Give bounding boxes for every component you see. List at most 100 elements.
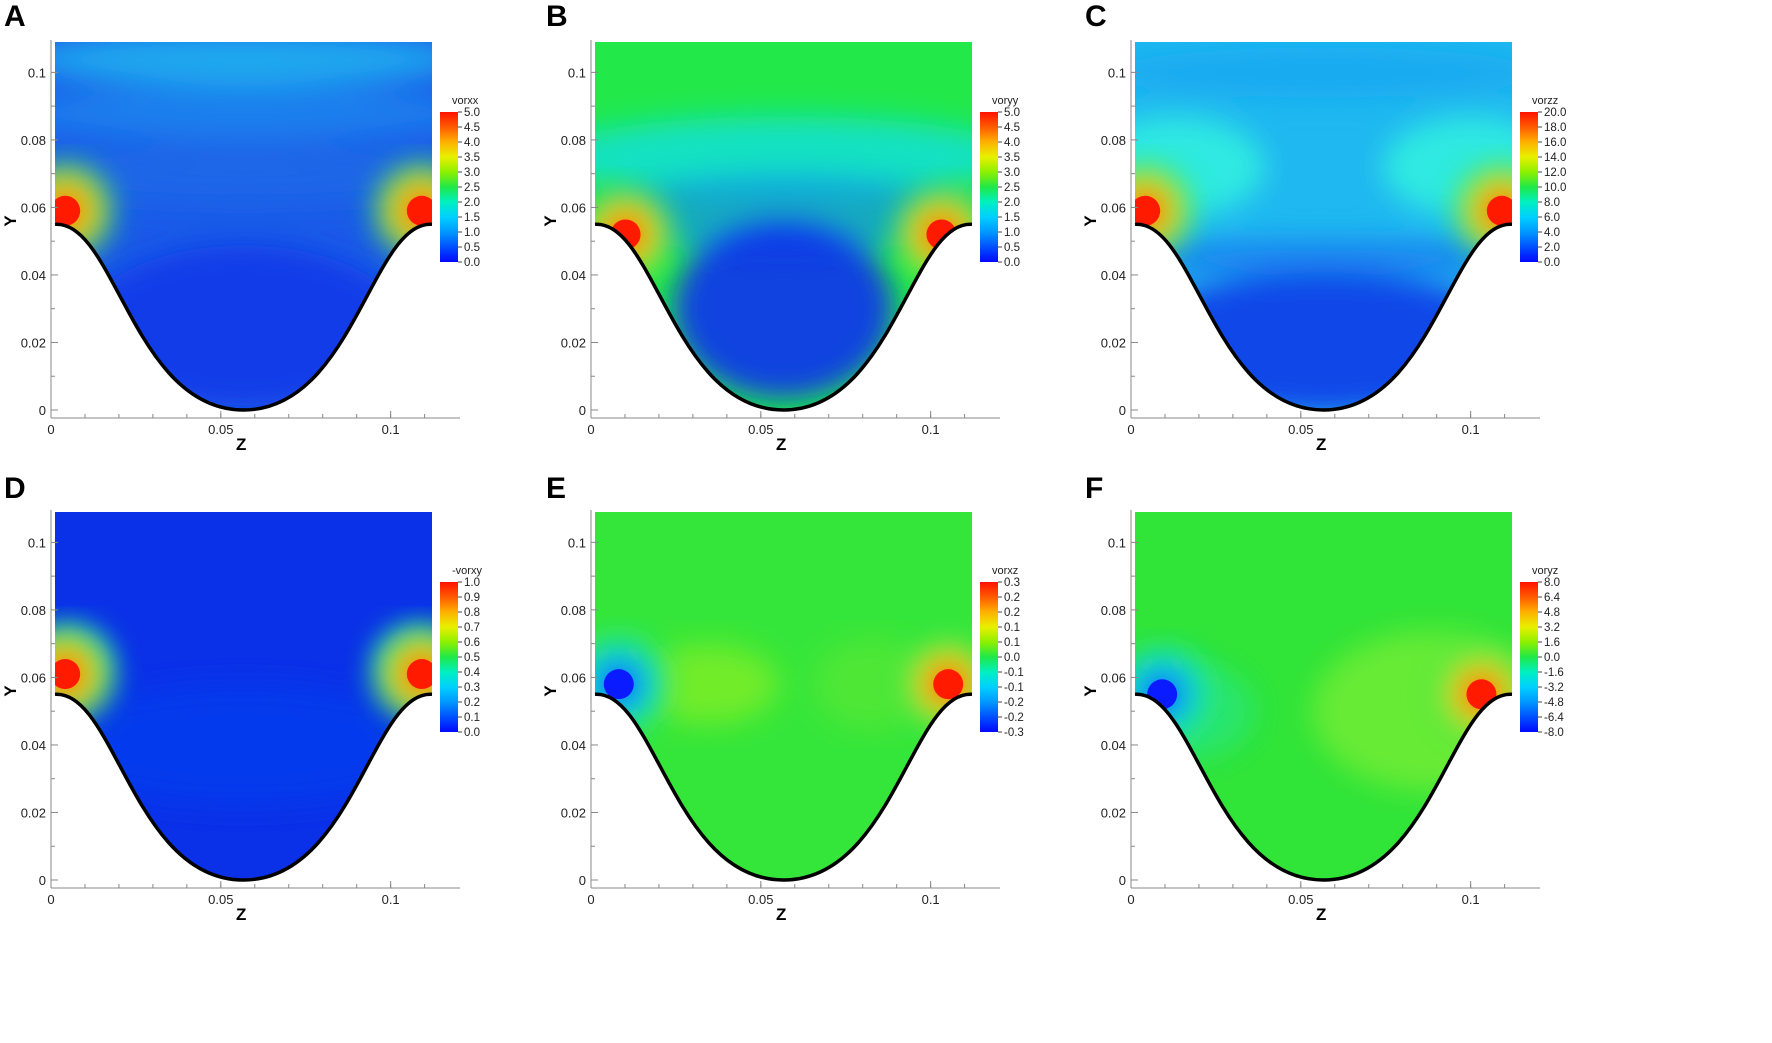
y-tick-label: 0: [39, 403, 46, 418]
y-tick-label: 0: [39, 873, 46, 888]
y-tick-label: 0.04: [21, 738, 46, 753]
x-tick-label: 0.05: [1288, 422, 1313, 437]
colorbar-tick-label: 3.5: [1004, 152, 1020, 164]
y-tick-label: 0.04: [1101, 738, 1126, 753]
hotspot-core-2: [933, 669, 964, 700]
colorbar-tick-label: 16.0: [1544, 137, 1566, 149]
y-tick-label: 0.08: [561, 133, 586, 148]
colorbar-tick-label: 2.0: [1544, 242, 1560, 254]
y-tick-label: 0.04: [561, 268, 586, 283]
colorbar-tick-label: 3.5: [464, 152, 480, 164]
colorbar: [1520, 582, 1538, 732]
hotspot-core-2: [406, 195, 432, 226]
y-tick-label: 0.02: [561, 335, 586, 350]
contour-field: [55, 512, 432, 880]
x-axis-title: Z: [1316, 435, 1326, 454]
colorbar-tick-label: 0.0: [1544, 257, 1560, 269]
x-tick-label: 0.05: [748, 422, 773, 437]
hotspot-core-2: [1466, 679, 1497, 710]
colorbar-tick-label: 0.2: [1004, 607, 1020, 619]
y-axis-title: Y: [541, 685, 560, 697]
y-tick-label: 0.02: [21, 335, 46, 350]
colorbar-tick-label: 0.1: [1004, 622, 1020, 634]
field-structure: [1135, 272, 1512, 410]
colorbar-tick-label: -1.6: [1544, 667, 1564, 679]
contour-field: [55, 42, 432, 410]
x-tick-label: 0: [47, 892, 54, 907]
colorbar-tick-label: 6.4: [1544, 592, 1561, 604]
colorbar-title: voryz: [1532, 565, 1558, 577]
colorbar-tick-label: 1.5: [1004, 212, 1020, 224]
y-tick-label: 0.08: [1101, 603, 1126, 618]
hotspot-core-2: [406, 659, 432, 690]
hotspot-core-1: [603, 669, 634, 700]
y-axis-title: Y: [1, 685, 20, 697]
colorbar: [980, 112, 998, 262]
field-structure: [638, 644, 779, 725]
field-structure: [55, 684, 432, 805]
colorbar-tick-label: 4.5: [1004, 122, 1020, 134]
colorbar-tick-label: -4.8: [1544, 697, 1564, 709]
colorbar: [440, 112, 458, 262]
wall-outline: [1134, 222, 1513, 412]
y-tick-label: 0.02: [1101, 805, 1126, 820]
y-tick-label: 0.06: [1101, 200, 1126, 215]
colorbar-tick-label: 0.3: [464, 682, 480, 694]
colorbar-title: vorzz: [1532, 95, 1558, 107]
x-tick-label: 0: [1127, 892, 1134, 907]
y-axis-title: Y: [541, 215, 560, 227]
contour-field: [595, 42, 972, 410]
colorbar-tick-label: 2.5: [1004, 182, 1020, 194]
colorbar-tick-label: 3.2: [1544, 622, 1560, 634]
colorbar-tick-label: 0.2: [1004, 592, 1020, 604]
colorbar-tick-label: 2.0: [1004, 197, 1020, 209]
y-tick-label: 0: [1119, 403, 1126, 418]
x-tick-label: 0.05: [748, 892, 773, 907]
contour-field: [1135, 512, 1512, 880]
y-tick-label: 0.04: [21, 268, 46, 283]
wall-outline: [54, 222, 433, 412]
field-structure: [1135, 116, 1265, 217]
panel-letter-c: C: [1085, 0, 1107, 33]
hotspot-core-1: [610, 219, 641, 250]
colorbar-tick-label: 1.0: [464, 577, 480, 589]
colorbar-tick-label: 10.0: [1544, 182, 1566, 194]
colorbar-tick-label: 0.0: [1544, 652, 1560, 664]
field-structure: [595, 174, 972, 255]
colorbar-tick-label: -0.3: [1004, 727, 1024, 739]
y-axis-title: Y: [1081, 685, 1100, 697]
colorbar-tick-label: 0.1: [464, 712, 480, 724]
colorbar-tick-label: 0.5: [464, 242, 480, 254]
panel-letter-d: D: [4, 472, 26, 505]
y-tick-label: 0.08: [1101, 133, 1126, 148]
x-tick-label: 0: [587, 422, 594, 437]
colorbar-tick-label: 0.5: [464, 652, 480, 664]
y-tick-label: 0.04: [1101, 268, 1126, 283]
y-axis-title: Y: [1081, 215, 1100, 227]
colorbar-tick-label: 1.0: [464, 227, 480, 239]
colorbar: [1520, 112, 1538, 262]
y-tick-label: 0.1: [1108, 65, 1126, 80]
x-tick-label: 0.05: [208, 422, 233, 437]
colorbar-tick-label: 0.0: [464, 727, 480, 739]
colorbar-title: vorxz: [992, 565, 1018, 577]
x-axis-title: Z: [776, 905, 786, 924]
field-structure: [1135, 47, 1512, 98]
wall-outline: [594, 222, 973, 412]
panel-letter-e: E: [546, 472, 567, 505]
colorbar-tick-label: 18.0: [1544, 122, 1566, 134]
colorbar-tick-label: 4.0: [1544, 227, 1560, 239]
y-axis-title: Y: [1, 215, 20, 227]
field-background: [595, 512, 972, 880]
panel-letter-a: A: [4, 0, 26, 33]
colorbar-tick-label: 2.0: [464, 197, 480, 209]
colorbar-tick-label: 4.8: [1544, 607, 1560, 619]
x-axis-title: Z: [776, 435, 786, 454]
y-tick-label: 0.06: [1101, 670, 1126, 685]
field-structure: [1135, 240, 1512, 277]
y-tick-label: 0: [1119, 873, 1126, 888]
wall-outline: [54, 692, 433, 882]
